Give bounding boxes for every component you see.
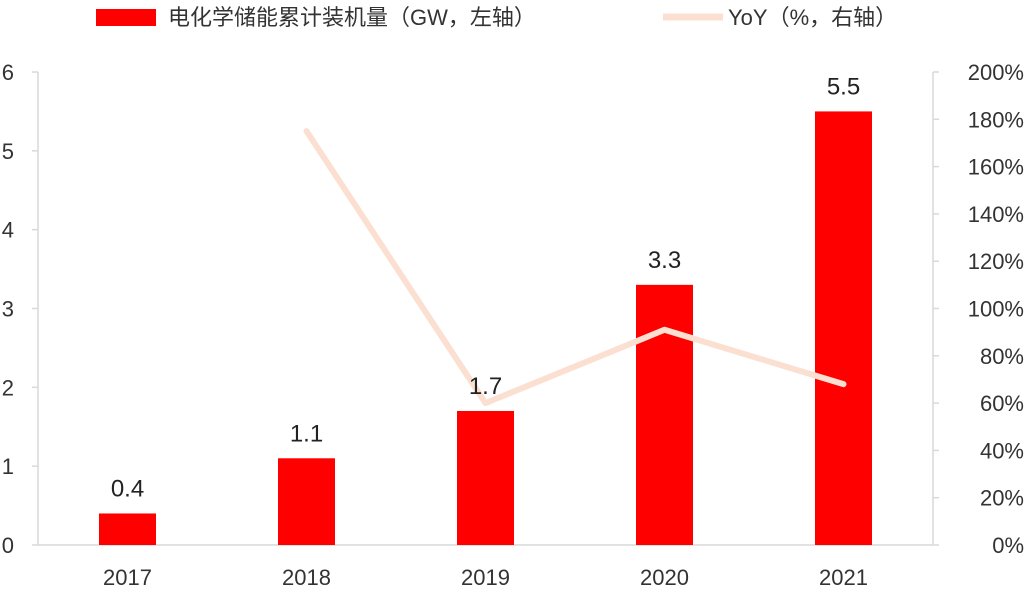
left-tick-label: 1 bbox=[2, 454, 14, 479]
right-tick-label: 100% bbox=[968, 297, 1024, 322]
right-tick-label: 80% bbox=[980, 344, 1024, 369]
legend-bar-swatch bbox=[96, 9, 156, 26]
x-tick-label: 2021 bbox=[819, 565, 868, 590]
right-tick-label: 120% bbox=[968, 249, 1024, 274]
bar-2018 bbox=[278, 458, 335, 545]
yoy-point-2019 bbox=[485, 402, 486, 404]
right-tick-label: 20% bbox=[980, 486, 1024, 511]
x-tick-label: 2019 bbox=[461, 565, 510, 590]
legend-bar-label: 电化学储能累计装机量（GW，左轴） bbox=[168, 5, 536, 30]
right-tick-label: 0% bbox=[992, 533, 1024, 558]
bar-2020 bbox=[636, 284, 693, 545]
bar-series bbox=[99, 111, 872, 546]
bar-data-label: 5.5 bbox=[827, 73, 860, 100]
yoy-line bbox=[303, 128, 847, 407]
right-tick-label: 160% bbox=[968, 155, 1024, 180]
right-tick-label: 40% bbox=[980, 438, 1024, 463]
right-tick-label: 140% bbox=[968, 202, 1024, 227]
left-tick-label: 2 bbox=[2, 375, 14, 400]
left-tick-label: 5 bbox=[2, 139, 14, 164]
x-tick-label: 2017 bbox=[103, 565, 152, 590]
yoy-point-2020 bbox=[664, 329, 665, 331]
right-axis: 0% 20% 40% 60% 80% 100% 120% 140% 160% 180% 200% bbox=[932, 60, 1024, 558]
yoy-point-2018 bbox=[306, 130, 307, 132]
right-tick-label: 200% bbox=[968, 60, 1024, 85]
x-tick-label: 2020 bbox=[640, 565, 689, 590]
bar-data-label: 3.3 bbox=[648, 247, 681, 274]
bar-2019 bbox=[457, 410, 514, 545]
bar-data-label: 1.7 bbox=[469, 373, 502, 400]
bar-2021 bbox=[815, 111, 872, 546]
bar-2017 bbox=[99, 513, 156, 545]
bar-data-label: 1.1 bbox=[290, 420, 323, 447]
legend: 电化学储能累计装机量（GW，左轴） YoY（%，右轴） bbox=[96, 5, 897, 30]
right-tick-label: 180% bbox=[968, 107, 1024, 132]
data-labels: 0.4 1.1 1.7 3.3 5.5 bbox=[111, 73, 860, 502]
legend-line-label: YoY（%，右轴） bbox=[728, 5, 897, 30]
left-tick-label: 4 bbox=[2, 218, 14, 243]
yoy-point-2021 bbox=[843, 383, 844, 385]
left-axis: 0 1 2 3 4 5 6 bbox=[2, 60, 39, 558]
left-tick-label: 3 bbox=[2, 297, 14, 322]
bar-data-label: 0.4 bbox=[111, 475, 144, 502]
left-tick-label: 0 bbox=[2, 533, 14, 558]
x-axis: 2017 2018 2019 2020 2021 bbox=[38, 544, 933, 590]
right-tick-label: 60% bbox=[980, 391, 1024, 416]
left-tick-label: 6 bbox=[2, 60, 14, 85]
x-tick-label: 2018 bbox=[282, 565, 331, 590]
yoy-line-series bbox=[303, 128, 847, 407]
